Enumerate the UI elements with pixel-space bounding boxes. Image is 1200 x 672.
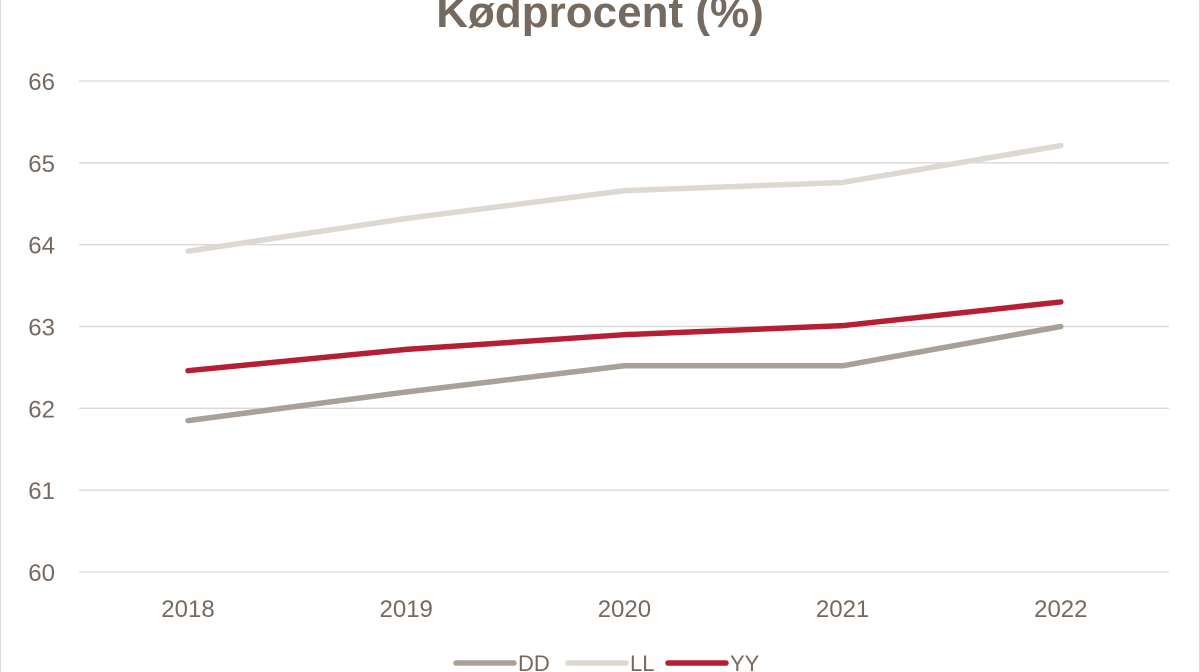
series-line-yy xyxy=(185,299,1064,374)
legend-label: YY xyxy=(730,651,760,672)
series-line-ll xyxy=(185,142,1064,254)
x-tick-label: 2020 xyxy=(598,596,651,623)
chart-title: Kødprocent (%) xyxy=(436,0,764,37)
y-tick-label: 62 xyxy=(28,396,55,423)
legend-label: DD xyxy=(518,651,550,672)
y-tick-label: 61 xyxy=(28,478,55,505)
legend-label: LL xyxy=(630,651,654,672)
y-tick-label: 65 xyxy=(28,151,55,178)
x-tick-label: 2021 xyxy=(816,596,869,623)
y-tick-label: 66 xyxy=(28,69,55,96)
x-tick-label: 2019 xyxy=(380,596,433,623)
series-line-dd xyxy=(185,323,1064,424)
x-tick-label: 2018 xyxy=(161,596,214,623)
x-tick-label: 2022 xyxy=(1034,596,1087,623)
y-tick-label: 60 xyxy=(28,560,55,587)
y-tick-label: 63 xyxy=(28,315,55,342)
y-tick-label: 64 xyxy=(28,233,55,260)
